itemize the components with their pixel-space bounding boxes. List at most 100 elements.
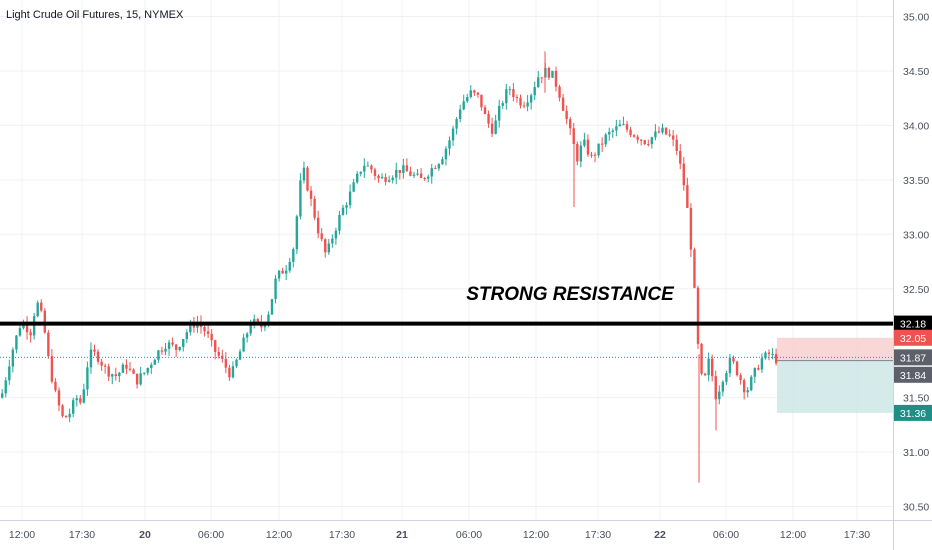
- candle-body-down: [96, 351, 100, 362]
- candle-body-up: [277, 270, 281, 279]
- candle-body-up: [444, 148, 448, 160]
- candle-body-down: [689, 207, 693, 250]
- candle-body-down: [593, 154, 597, 156]
- x-tick-label: 22: [654, 529, 666, 541]
- x-tick-label: 17:30: [585, 529, 611, 541]
- y-tick-label: 32.50: [903, 284, 929, 296]
- candle-body-down: [25, 323, 29, 333]
- candle-body-up: [231, 366, 235, 378]
- candle-body-down: [696, 287, 700, 344]
- candle-body-down: [561, 97, 565, 111]
- candle-body-down: [228, 367, 231, 378]
- current-price-badge: [894, 349, 932, 366]
- candle-body-down: [423, 178, 426, 180]
- candle-body-down: [40, 302, 43, 311]
- candle-body-up: [295, 216, 299, 250]
- candle-body-down: [54, 381, 57, 391]
- candle-body-up: [121, 364, 125, 373]
- candle-body-down: [565, 110, 568, 120]
- candle-body-up: [437, 164, 441, 169]
- candle-body-up: [146, 368, 149, 373]
- candle-body-up: [412, 174, 416, 176]
- candle-body-up: [430, 168, 433, 177]
- candle-body-down: [309, 190, 313, 199]
- x-tick-label: 17:30: [844, 529, 870, 541]
- candle-body-down: [132, 369, 135, 374]
- candle-body-up: [391, 177, 394, 181]
- candle-body-up: [750, 376, 753, 391]
- candle-body-down: [135, 373, 139, 385]
- candle-body-down: [93, 349, 96, 352]
- candle-body-down: [679, 150, 682, 164]
- candle-body-up: [718, 391, 721, 400]
- candle-body-down: [256, 319, 259, 322]
- candle-body-up: [448, 140, 451, 149]
- candle-body-down: [370, 165, 373, 170]
- candle-body-up: [302, 167, 306, 181]
- y-tick-label: 35.00: [903, 12, 929, 24]
- y-tick-label: 31.00: [903, 447, 929, 459]
- candle-body-down: [671, 135, 675, 140]
- candle-body-up: [345, 205, 348, 208]
- candle-body-down: [519, 97, 522, 106]
- x-tick-label: 21: [396, 529, 408, 541]
- candle-body-down: [757, 367, 760, 370]
- candle-body-up: [615, 126, 618, 131]
- x-tick-label: 12:00: [780, 529, 806, 541]
- candle-body-up: [427, 176, 430, 179]
- candle-body-down: [647, 144, 650, 146]
- candle-body-down: [306, 167, 309, 191]
- entry-price-badge: [894, 366, 932, 383]
- candle-body-down: [373, 169, 377, 176]
- candle-body-down: [214, 340, 217, 352]
- candle-body-up: [270, 299, 274, 315]
- candle-body-up: [466, 97, 469, 102]
- candle-body-up: [334, 230, 338, 239]
- candle-body-up: [185, 332, 188, 340]
- candle-body-up: [167, 342, 171, 349]
- candle-body-down: [735, 361, 739, 376]
- candle-body-up: [363, 165, 366, 172]
- candle-body-up: [725, 373, 728, 382]
- candle-body-down: [384, 176, 387, 182]
- candle-body-up: [11, 349, 15, 367]
- candle-body-up: [505, 89, 508, 104]
- candle-body-up: [352, 182, 355, 192]
- candle-body-up: [537, 77, 540, 88]
- candle-body-down: [686, 185, 689, 208]
- candle-body-up: [242, 337, 245, 352]
- candle-body-up: [8, 366, 11, 381]
- candle-body-up: [604, 134, 607, 145]
- candle-body-up: [508, 89, 512, 91]
- candle-body-down: [409, 171, 412, 176]
- candle-body-down: [569, 119, 572, 129]
- candle-body-up: [118, 372, 121, 377]
- candle-body-down: [50, 356, 54, 382]
- stop-price-badge: [894, 329, 932, 346]
- candle-body-up: [611, 130, 614, 132]
- candle-body-down: [324, 239, 327, 253]
- candle-body-up: [764, 352, 767, 359]
- candle-body-up: [18, 328, 22, 336]
- candle-body-up: [728, 358, 732, 374]
- target-price-badge: [894, 404, 932, 421]
- x-tick-label: 17:30: [69, 529, 95, 541]
- candle-body-down: [576, 143, 579, 162]
- x-tick-label: 12:00: [523, 529, 549, 541]
- candle-body-down: [515, 97, 519, 99]
- candle-body-down: [473, 90, 476, 93]
- candle-body-up: [267, 314, 270, 324]
- candle-body-down: [547, 67, 551, 78]
- candle-body-down: [714, 376, 717, 400]
- y-tick-label: 31.50: [903, 393, 929, 405]
- candle-body-up: [455, 118, 458, 129]
- candle-body-up: [182, 339, 185, 348]
- candle-body-up: [285, 270, 288, 274]
- candle-body-up: [89, 349, 93, 368]
- candle-body-up: [111, 374, 114, 377]
- candle-body-up: [150, 364, 153, 369]
- candle-body-down: [203, 327, 206, 332]
- candle-body-down: [572, 128, 575, 144]
